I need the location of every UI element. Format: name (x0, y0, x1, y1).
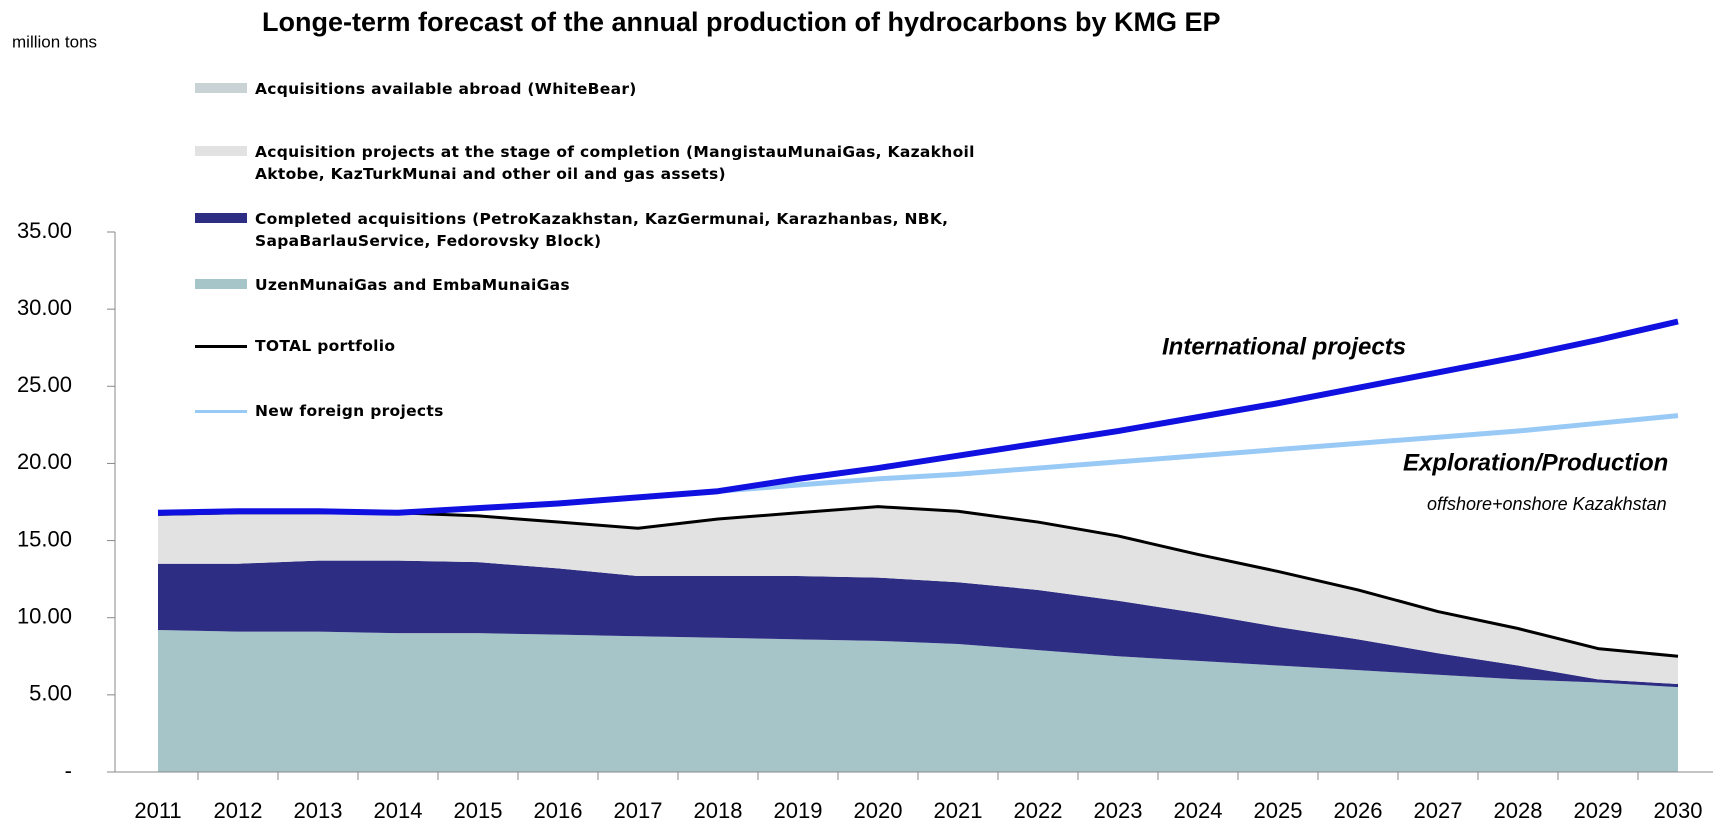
chart-title: Longe-term forecast of the annual produc… (262, 7, 1221, 37)
line (157, 318, 1679, 516)
y-tick-label: 35.00 (17, 218, 72, 243)
annotation: Exploration/Production (1403, 449, 1668, 476)
x-tick-label: 2027 (1414, 798, 1463, 823)
x-tick-label: 2028 (1494, 798, 1543, 823)
area (158, 630, 1678, 772)
legend-item: UzenMunaiGas and EmbaMunaiGas (195, 274, 1000, 296)
x-tick-label: 2020 (854, 798, 903, 823)
x-tick-label: 2016 (534, 798, 583, 823)
x-tick-label: 2022 (1014, 798, 1063, 823)
legend-item: TOTAL portfolio (195, 335, 1000, 357)
legend-swatch (195, 410, 247, 413)
x-tick-label: 2021 (934, 798, 983, 823)
legend-item: Acquisition projects at the stage of com… (195, 141, 1000, 185)
line-label: International projects (1162, 333, 1406, 360)
legend-swatch (195, 213, 247, 223)
x-tick-label: 2026 (1334, 798, 1383, 823)
x-tick-label: 2014 (374, 798, 423, 823)
y-tick-label: - (65, 758, 72, 783)
legend-label: Acquisition projects at the stage of com… (255, 143, 975, 183)
annotation: offshore+onshore Kazakhstan (1427, 494, 1667, 514)
legend-label: TOTAL portfolio (255, 337, 396, 355)
x-tick-label: 2018 (694, 798, 743, 823)
x-tick-label: 2019 (774, 798, 823, 823)
legend-item: New foreign projects (195, 400, 1000, 422)
x-tick-label: 2017 (614, 798, 663, 823)
x-tick-label: 2013 (294, 798, 343, 823)
x-tick-label: 2029 (1574, 798, 1623, 823)
x-tick-label: 2015 (454, 798, 503, 823)
legend-item: Completed acquisitions (PetroKazakhstan,… (195, 208, 1000, 252)
y-axis-label: million tons (12, 32, 97, 51)
x-tick-label: 2024 (1174, 798, 1223, 823)
y-tick-label: 20.00 (17, 449, 72, 474)
legend-label: Completed acquisitions (PetroKazakhstan,… (255, 210, 949, 250)
legend-item: Acquisitions available abroad (WhiteBear… (195, 78, 1000, 100)
legend-label: New foreign projects (255, 402, 444, 420)
y-tick-label: 15.00 (17, 526, 72, 551)
y-tick-label: 30.00 (17, 295, 72, 320)
x-tick-label: 2025 (1254, 798, 1303, 823)
legend-swatch (195, 345, 247, 348)
x-tick-label: 2023 (1094, 798, 1143, 823)
y-tick-label: 10.00 (17, 604, 72, 629)
legend-swatch (195, 83, 247, 93)
x-tick-label: 2030 (1654, 798, 1703, 823)
legend-label: UzenMunaiGas and EmbaMunaiGas (255, 276, 570, 294)
area (158, 506, 1678, 685)
legend-label: Acquisitions available abroad (WhiteBear… (255, 80, 637, 98)
x-tick-label: 2011 (134, 798, 181, 823)
y-tick-label: 5.00 (29, 681, 72, 706)
area (158, 560, 1678, 688)
y-tick-label: 25.00 (17, 372, 72, 397)
x-tick-label: 2012 (214, 798, 263, 823)
legend-swatch (195, 279, 247, 289)
legend-swatch (195, 146, 247, 156)
